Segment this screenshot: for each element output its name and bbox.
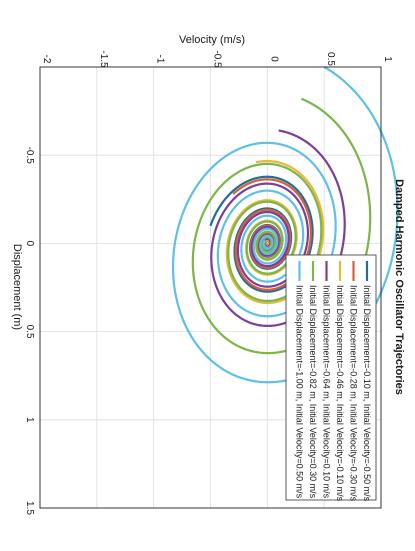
y-tick-label: 1 bbox=[382, 56, 393, 62]
series-line bbox=[191, 97, 372, 355]
legend-label: Initial Displacement=-1.00 m, Initial Ve… bbox=[295, 285, 305, 499]
y-tick-label: -0.5 bbox=[212, 50, 223, 68]
y-tick-label: 0 bbox=[268, 56, 279, 62]
x-tick-label: 0 bbox=[24, 241, 35, 247]
x-tick-labels: -0.5 0 0.5 1 1.5 bbox=[24, 147, 35, 516]
plot-frame bbox=[39, 66, 382, 509]
legend: Initial Displacement=-0.10 m, Initial Ve… bbox=[285, 254, 377, 502]
axes-layer bbox=[39, 66, 382, 509]
x-tick-label: 1 bbox=[24, 417, 35, 423]
x-tick-label: 0.5 bbox=[24, 325, 35, 339]
legend-label: Initial Displacement=-0.28 m, Initial Ve… bbox=[349, 285, 359, 502]
y-tick-label: 0.5 bbox=[325, 52, 336, 66]
y-tick-label: -1.5 bbox=[98, 50, 109, 68]
legend-label: Initial Displacement=-0.82 m, Initial Ve… bbox=[308, 285, 318, 499]
series-layer bbox=[171, 66, 399, 384]
x-tick-label: -0.5 bbox=[24, 147, 35, 165]
legend-box bbox=[285, 254, 377, 501]
legend-label: Initial Displacement=-0.10 m, Initial Ve… bbox=[362, 285, 372, 502]
y-tick-label: -2 bbox=[41, 55, 52, 64]
legend-label: Initial Displacement=-0.64 m, Initial Ve… bbox=[322, 285, 332, 499]
x-tick-label: 1.5 bbox=[24, 501, 35, 515]
chart-title: Damped Harmonic Oscillator Trajectories bbox=[393, 179, 405, 395]
legend-label: Initial Displacement=-0.46 m, Initial Ve… bbox=[335, 285, 345, 502]
series-line bbox=[171, 66, 399, 384]
y-axis-label: Velocity (m/s) bbox=[179, 34, 245, 46]
y-tick-labels: -2 -1.5 -1 -0.5 0 0.5 1 bbox=[41, 50, 393, 68]
x-axis-label: Displacement (m) bbox=[11, 244, 23, 330]
y-tick-label: -1 bbox=[155, 55, 166, 64]
